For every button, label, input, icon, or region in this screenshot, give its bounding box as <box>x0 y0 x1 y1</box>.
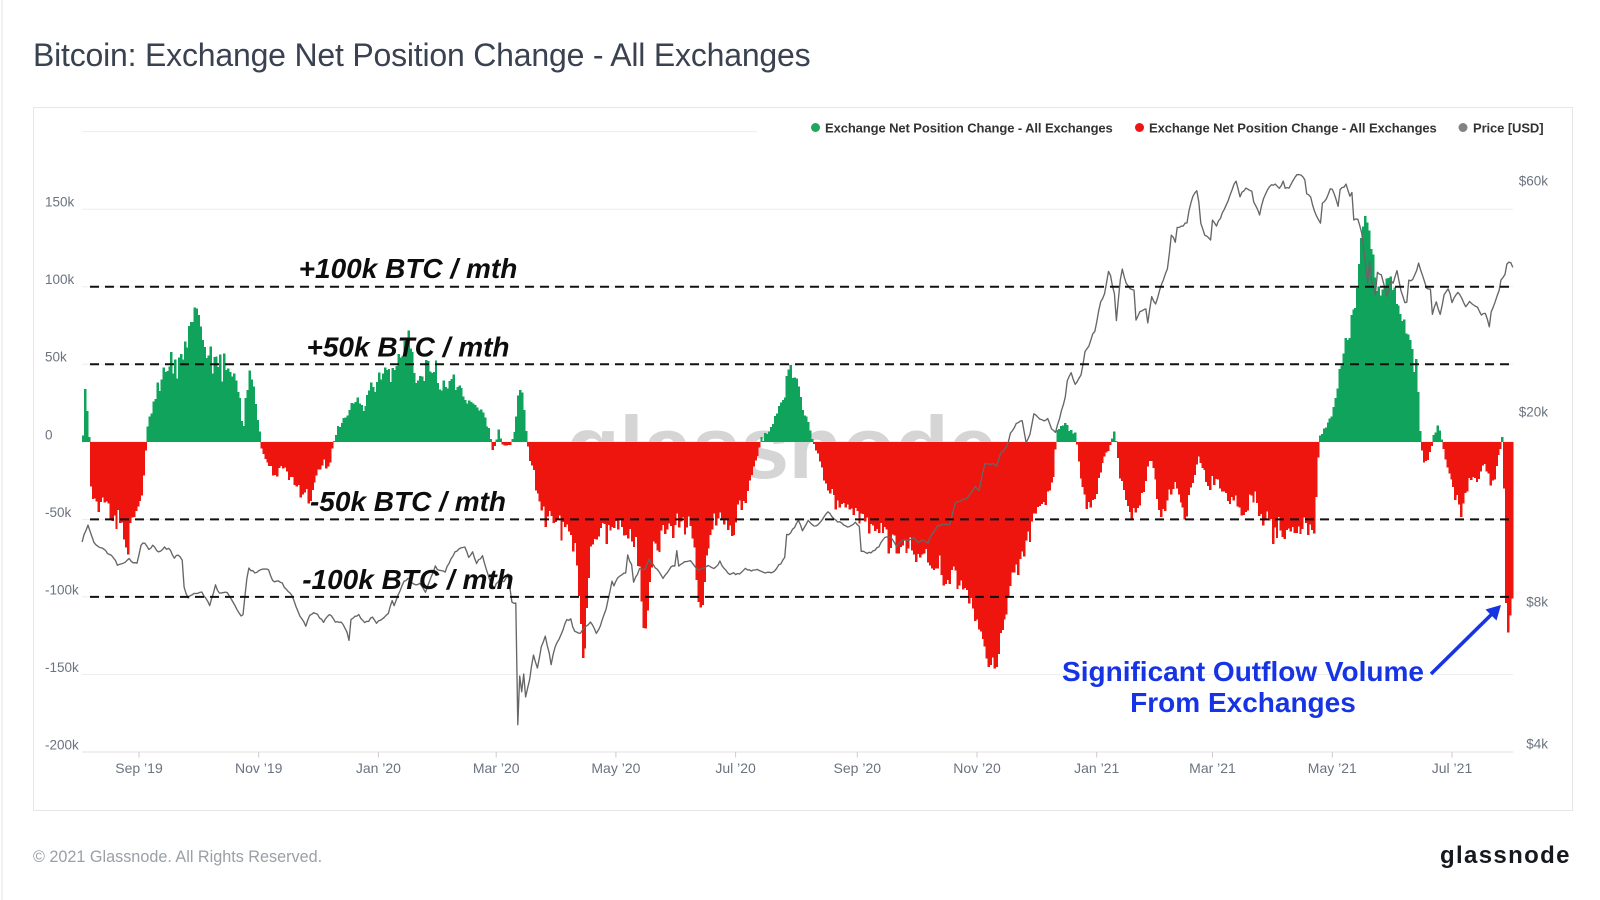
svg-text:50k: 50k <box>45 350 67 365</box>
svg-text:$60k: $60k <box>1519 174 1549 189</box>
svg-text:glassnode: glassnode <box>1440 842 1571 869</box>
svg-text:May ’21: May ’21 <box>1308 760 1357 776</box>
svg-text:Jul ’20: Jul ’20 <box>715 760 756 776</box>
svg-text:Sep ’20: Sep ’20 <box>834 760 882 776</box>
svg-text:Nov ’20: Nov ’20 <box>953 760 1001 776</box>
svg-text:May ’20: May ’20 <box>591 760 640 776</box>
svg-text:-50k: -50k <box>45 505 72 520</box>
svg-text:Nov ’19: Nov ’19 <box>235 760 283 776</box>
svg-text:Price [USD]: Price [USD] <box>1473 121 1543 136</box>
svg-text:+50k BTC / mth: +50k BTC / mth <box>306 332 509 363</box>
svg-text:0: 0 <box>45 427 53 442</box>
svg-text:Exchange Net Position Change -: Exchange Net Position Change - All Excha… <box>1149 121 1437 136</box>
svg-text:Significant Outflow Volume: Significant Outflow Volume <box>1062 656 1424 687</box>
svg-text:$4k: $4k <box>1526 737 1548 752</box>
svg-text:Exchange Net Position Change -: Exchange Net Position Change - All Excha… <box>825 121 1113 136</box>
svg-text:-150k: -150k <box>45 660 79 675</box>
svg-text:-100k: -100k <box>45 582 79 597</box>
svg-text:$20k: $20k <box>1519 405 1549 420</box>
svg-text:From Exchanges: From Exchanges <box>1130 687 1356 718</box>
svg-text:Sep ’19: Sep ’19 <box>115 760 163 776</box>
svg-text:-50k BTC / mth: -50k BTC / mth <box>310 486 506 517</box>
svg-text:Bitcoin: Exchange Net Position: Bitcoin: Exchange Net Position Change - … <box>33 37 810 73</box>
svg-text:$8k: $8k <box>1526 595 1548 610</box>
svg-text:Mar ’21: Mar ’21 <box>1189 760 1236 776</box>
svg-text:100k: 100k <box>45 272 75 287</box>
svg-text:Jan ’20: Jan ’20 <box>356 760 401 776</box>
svg-text:Mar ’20: Mar ’20 <box>473 760 520 776</box>
svg-text:-100k BTC / mth: -100k BTC / mth <box>302 564 514 595</box>
svg-text:-200k: -200k <box>45 738 79 753</box>
svg-text:+100k BTC / mth: +100k BTC / mth <box>299 253 518 284</box>
svg-text:Jan ’21: Jan ’21 <box>1074 760 1119 776</box>
svg-text:150k: 150k <box>45 195 75 210</box>
svg-text:© 2021 Glassnode. All Rights R: © 2021 Glassnode. All Rights Reserved. <box>33 848 322 866</box>
svg-text:Jul ’21: Jul ’21 <box>1432 760 1473 776</box>
